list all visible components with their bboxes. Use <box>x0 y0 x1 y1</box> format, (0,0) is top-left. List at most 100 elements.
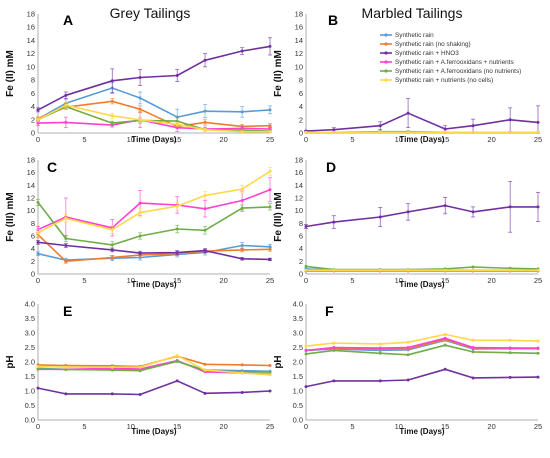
y-tick-label: 0 <box>299 270 303 279</box>
data-point <box>471 346 475 349</box>
data-point <box>268 247 272 251</box>
data-point <box>240 49 244 53</box>
data-point <box>36 367 40 371</box>
y-tick-label: 8 <box>299 219 303 228</box>
series-C-1 <box>36 231 272 264</box>
y-tick-label: 12 <box>27 49 35 58</box>
data-point <box>332 128 336 132</box>
y-tick-label: 12 <box>295 194 303 203</box>
y-tick-label: 12 <box>27 194 35 203</box>
data-point <box>175 359 179 363</box>
x-tick-label: 20 <box>219 422 227 431</box>
legend: Synthetic rain Synthetic rain (no shaking… <box>380 32 521 84</box>
data-point <box>36 200 40 204</box>
y-tick-label: 2 <box>299 257 303 266</box>
x-axis-label: Time (Days) <box>399 280 445 289</box>
series-F-3 <box>304 336 540 352</box>
y-tick-label: 1.0 <box>25 387 35 396</box>
data-point <box>268 389 272 393</box>
data-point <box>110 79 114 83</box>
series-line <box>37 105 271 132</box>
y-axis-label: Fe (III) mM <box>273 192 284 241</box>
y-tick-label: 3.5 <box>293 314 303 323</box>
data-point <box>138 392 142 396</box>
data-point <box>175 379 179 383</box>
data-point <box>64 244 68 247</box>
data-point <box>536 120 540 124</box>
data-point <box>443 268 447 272</box>
y-tick-label: 10 <box>27 62 35 71</box>
data-point <box>443 367 447 371</box>
y-tick-label: 1.5 <box>25 372 35 381</box>
x-tick-label: 5 <box>82 422 86 431</box>
y-tick-label: 4 <box>299 102 303 111</box>
y-tick-label: 18 <box>27 10 35 19</box>
series-F-5 <box>304 332 540 348</box>
series-B-5 <box>304 130 540 134</box>
data-point <box>36 252 40 256</box>
data-point <box>471 210 475 214</box>
data-point <box>268 44 272 48</box>
data-point <box>406 268 410 272</box>
data-point <box>471 268 475 272</box>
y-tick-label: 2 <box>299 115 303 124</box>
data-point <box>64 237 68 241</box>
data-point <box>36 240 40 244</box>
y-axis-label: pH <box>273 355 284 368</box>
x-tick-label: 0 <box>304 276 308 285</box>
x-tick-label: 15 <box>441 422 449 431</box>
data-point <box>332 220 336 224</box>
y-axis-label: pH <box>5 355 16 368</box>
data-point <box>378 215 382 219</box>
legend-label: Synthetic rain + HNO3 <box>395 50 459 57</box>
y-tick-label: 4.0 <box>293 300 303 309</box>
x-tick-label: 20 <box>219 135 227 144</box>
data-point <box>536 375 540 379</box>
series-C-4 <box>36 198 272 249</box>
data-point <box>175 73 179 77</box>
x-tick-label: 25 <box>534 135 542 144</box>
y-tick-label: 6 <box>299 232 303 241</box>
data-point <box>203 362 207 366</box>
series-line <box>37 45 271 111</box>
y-tick-label: 8 <box>299 76 303 85</box>
data-point <box>332 348 336 352</box>
panel-letter: C <box>47 159 57 175</box>
data-point <box>508 118 512 122</box>
data-point <box>203 193 207 197</box>
y-tick-label: 4 <box>299 244 303 253</box>
data-point <box>36 121 40 125</box>
y-tick-label: 16 <box>295 168 303 177</box>
data-point <box>203 228 207 232</box>
data-point <box>138 211 142 215</box>
data-point <box>378 379 382 383</box>
x-axis-label: Time (Days) <box>131 427 177 436</box>
data-point <box>240 110 244 114</box>
x-tick-label: 5 <box>350 276 354 285</box>
x-tick-label: 15 <box>441 135 449 144</box>
data-point <box>64 368 68 372</box>
y-tick-label: 12 <box>295 49 303 58</box>
data-point <box>304 385 308 389</box>
y-tick-label: 4.0 <box>25 300 35 309</box>
x-tick-label: 0 <box>304 422 308 431</box>
x-tick-label: 15 <box>441 276 449 285</box>
data-point <box>240 371 244 375</box>
panel-A: 0 2 4 6 8 10 12 14 16 18 0 5 10 15 20 25 Time (Days) Fe (… <box>5 10 274 145</box>
series-F-2 <box>304 367 540 389</box>
series-line <box>305 333 539 347</box>
panel-letter: D <box>326 159 336 175</box>
data-point <box>110 248 114 252</box>
series-line <box>305 344 539 356</box>
data-point <box>138 234 142 238</box>
x-tick-label: 15 <box>173 422 181 431</box>
x-tick-label: 0 <box>36 276 40 285</box>
y-tick-label: 2 <box>31 115 35 124</box>
y-tick-label: 3.0 <box>293 329 303 338</box>
x-tick-label: 10 <box>395 135 403 144</box>
x-tick-label: 10 <box>395 276 403 285</box>
data-point <box>443 336 447 340</box>
data-point <box>110 114 114 118</box>
x-tick-label: 5 <box>350 135 354 144</box>
y-tick-label: 2.5 <box>25 343 35 352</box>
